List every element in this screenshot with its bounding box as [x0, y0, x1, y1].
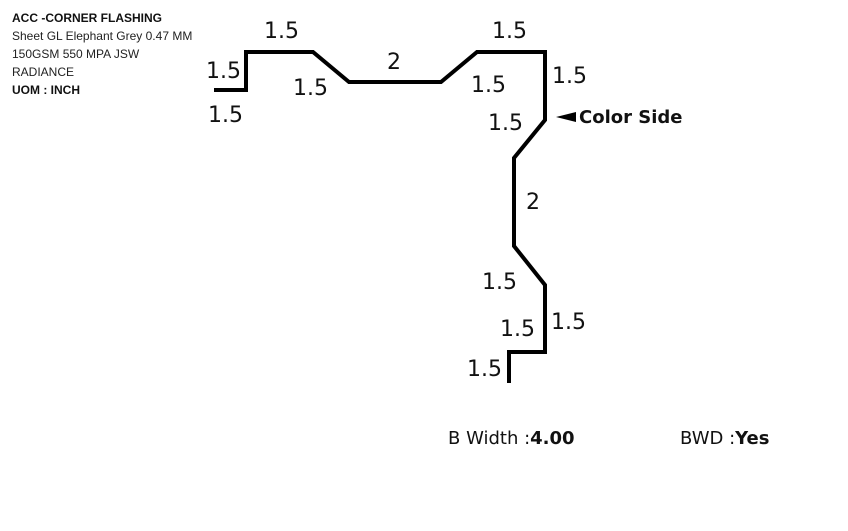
bend-width-value: 4.00: [530, 428, 575, 449]
bend-width: B Width :4.00: [448, 428, 575, 449]
material-grade: 150GSM 550 MPA JSW: [12, 47, 140, 61]
bwd-indicator: BWD :Yes: [680, 428, 769, 449]
bwd-label: BWD :: [680, 428, 736, 449]
dim-label: 1.5: [488, 111, 523, 136]
dim-label: 1.5: [492, 19, 527, 44]
flashing-profile-line: [214, 50, 547, 383]
dim-label: 1.5: [552, 64, 587, 89]
dim-label: 2: [526, 190, 540, 215]
dim-label: 1.5: [467, 357, 502, 382]
dim-label: 1.5: [551, 310, 586, 335]
sheet-info: ACC -CORNER FLASHING Sheet GL Elephant G…: [12, 9, 192, 99]
unit-of-measure: UOM : INCH: [12, 83, 80, 97]
color-side-label: Color Side: [579, 107, 682, 128]
product-title: ACC -CORNER FLASHING: [12, 11, 162, 25]
dim-label: 1.5: [208, 103, 243, 128]
dim-label: 1.5: [264, 19, 299, 44]
dim-label: 1.5: [500, 317, 535, 342]
bwd-value: Yes: [735, 428, 770, 449]
dim-label: 1.5: [482, 270, 517, 295]
dim-label: 1.5: [206, 59, 241, 84]
color-side-arrow-icon: [556, 112, 576, 122]
material-brand: RADIANCE: [12, 65, 75, 79]
dim-label: 1.5: [293, 76, 328, 101]
dim-label: 1.5: [471, 73, 506, 98]
bend-width-label: B Width :: [448, 428, 531, 449]
material-spec: Sheet GL Elephant Grey 0.47 MM: [12, 29, 193, 43]
dim-label: 2: [387, 50, 401, 75]
